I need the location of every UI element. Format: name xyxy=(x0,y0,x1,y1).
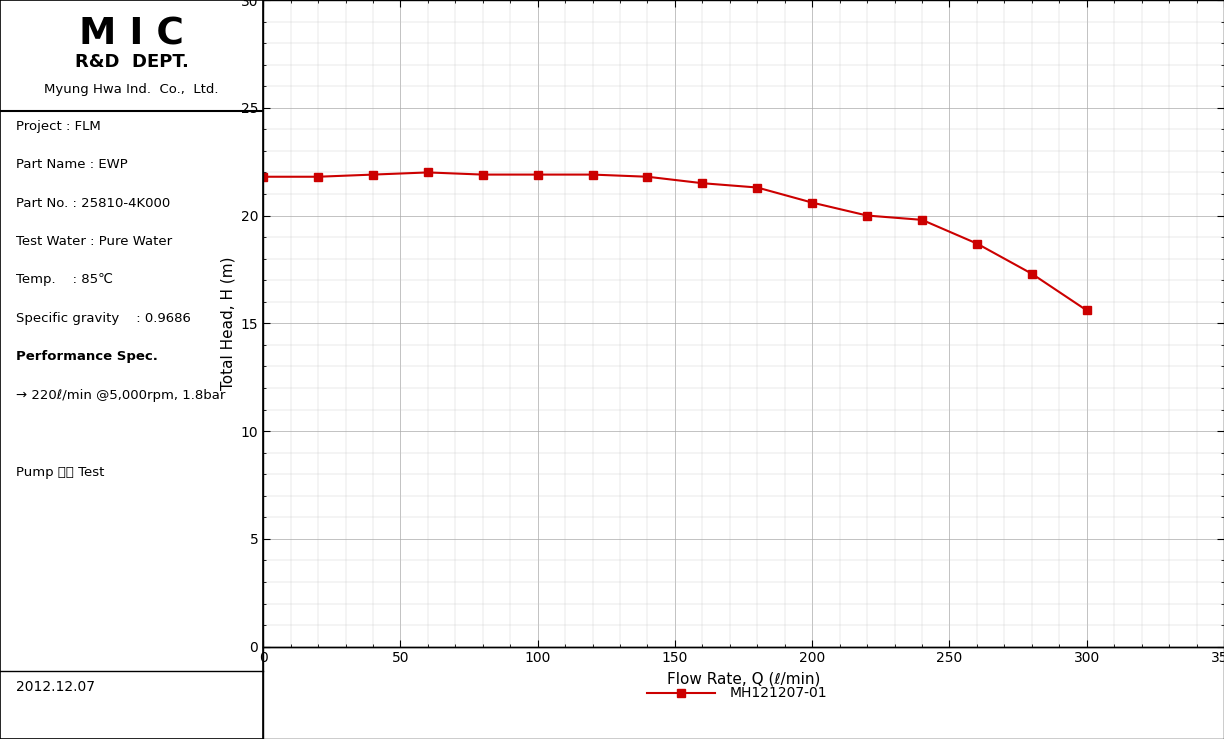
Text: R&D  DEPT.: R&D DEPT. xyxy=(75,53,188,71)
MH121207-01 xyxy=(530,170,545,179)
Text: Myung Hwa Ind.  Co.,  Ltd.: Myung Hwa Ind. Co., Ltd. xyxy=(44,83,219,96)
MH121207-01 xyxy=(695,179,710,188)
Y-axis label: Total Head, H (m): Total Head, H (m) xyxy=(220,256,235,390)
MH121207-01 xyxy=(859,211,874,220)
Text: M I C: M I C xyxy=(80,16,184,52)
MH121207-01 xyxy=(1024,269,1039,278)
MH121207-01 xyxy=(366,170,381,179)
Text: Project : FLM: Project : FLM xyxy=(16,120,100,133)
Text: Performance Spec.: Performance Spec. xyxy=(16,350,158,364)
MH121207-01 xyxy=(1080,306,1094,315)
MH121207-01 xyxy=(421,168,436,177)
MH121207-01 xyxy=(311,172,326,181)
MH121207-01 xyxy=(805,198,820,207)
Text: 2012.12.07: 2012.12.07 xyxy=(16,680,94,694)
MH121207-01 xyxy=(914,215,929,224)
Text: Part No. : 25810-4K000: Part No. : 25810-4K000 xyxy=(16,197,170,210)
MH121207-01 xyxy=(256,172,271,181)
X-axis label: Flow Rate, Q (ℓ/min): Flow Rate, Q (ℓ/min) xyxy=(667,671,820,686)
Text: Temp.    : 85℃: Temp. : 85℃ xyxy=(16,273,113,287)
MH121207-01 xyxy=(640,172,655,181)
MH121207-01 xyxy=(585,170,600,179)
Text: Test Water : Pure Water: Test Water : Pure Water xyxy=(16,235,171,248)
Text: Pump 단품 Test: Pump 단품 Test xyxy=(16,466,104,479)
Text: MH121207-01: MH121207-01 xyxy=(730,686,826,700)
Line: MH121207-01: MH121207-01 xyxy=(259,168,1091,315)
Text: → 220ℓ/min @5,000rpm, 1.8bar: → 220ℓ/min @5,000rpm, 1.8bar xyxy=(16,389,225,402)
MH121207-01 xyxy=(750,183,765,192)
Text: Specific gravity    : 0.9686: Specific gravity : 0.9686 xyxy=(16,312,191,325)
MH121207-01 xyxy=(475,170,490,179)
MH121207-01 xyxy=(969,239,984,248)
Text: Part Name : EWP: Part Name : EWP xyxy=(16,158,127,171)
